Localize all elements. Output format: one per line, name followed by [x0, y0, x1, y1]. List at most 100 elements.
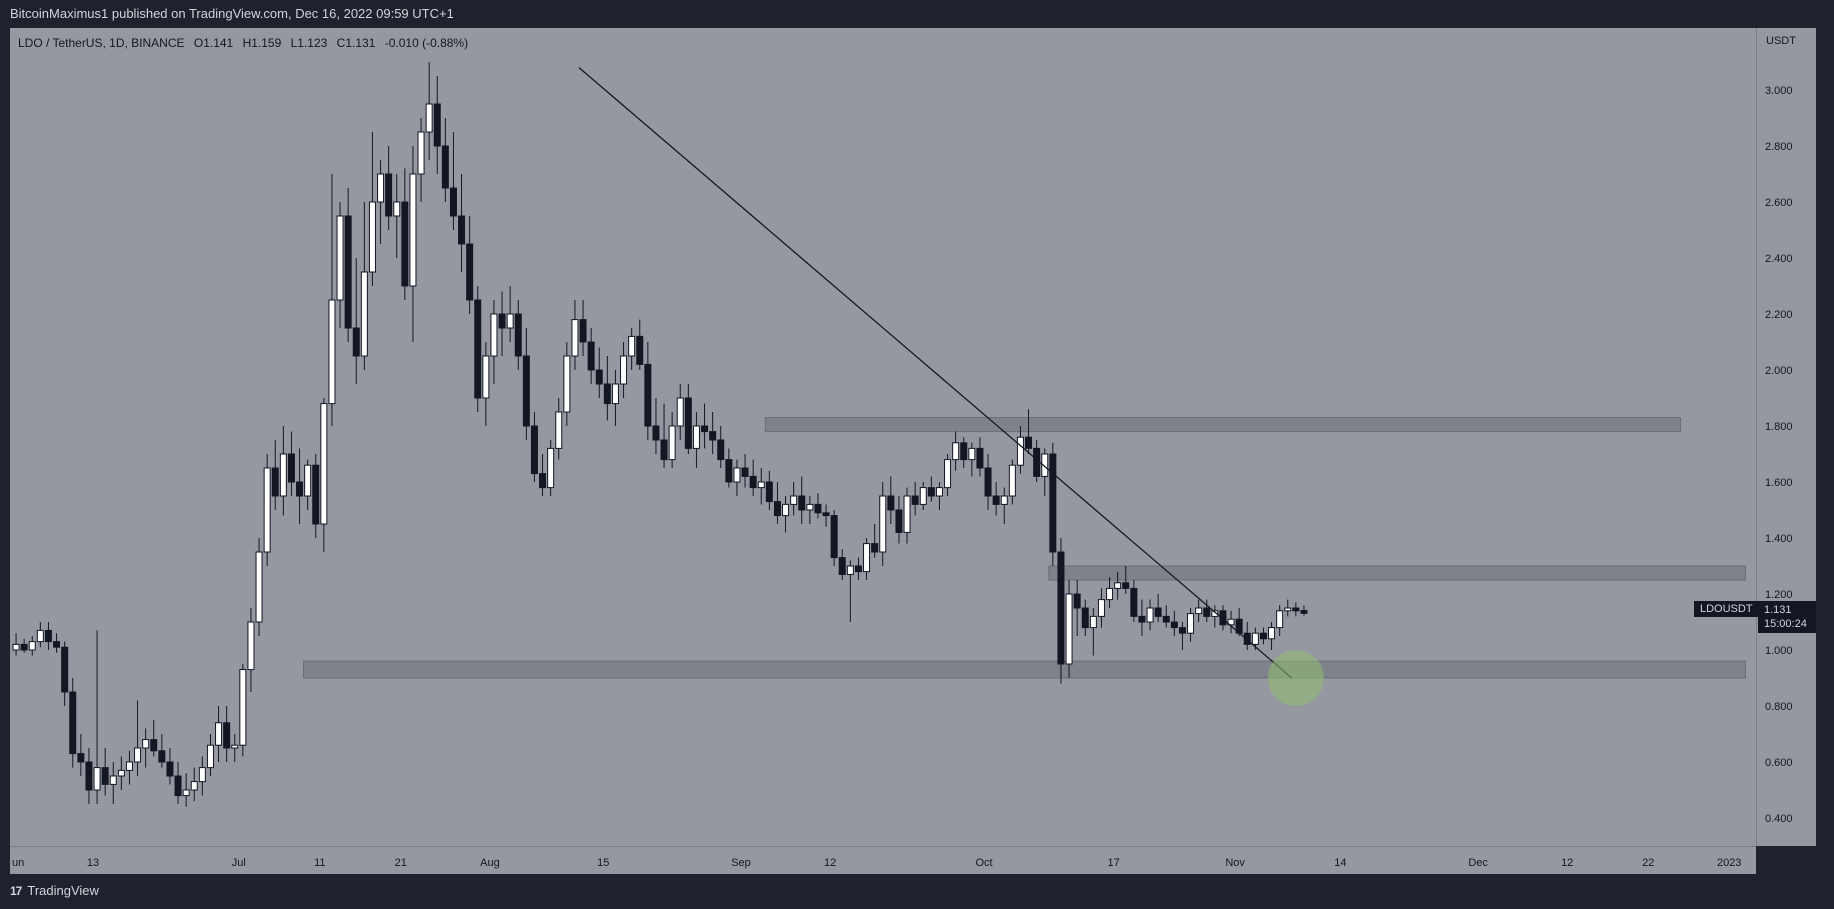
price-axis[interactable]: 3.000 2.800 2.600 2.400 2.200 2.000 1.800 1.600… — [1756, 28, 1816, 846]
x-tick-label-16: 2023 — [1717, 857, 1741, 869]
candle-51 — [425, 62, 433, 160]
tradingview-brand[interactable]: 17 TradingView — [10, 883, 99, 898]
candle-body — [1049, 453, 1057, 553]
candle-body — [1195, 607, 1203, 615]
y-tick-label-7: 1.600 — [1765, 477, 1793, 489]
candle-101 — [830, 510, 838, 566]
candle-body — [304, 464, 312, 497]
candle-83 — [684, 384, 692, 454]
candle-body — [352, 327, 360, 357]
candle-152 — [1243, 622, 1251, 650]
candle-body — [863, 543, 871, 573]
y-tick-label-1: 2.800 — [1765, 141, 1793, 153]
candle-body — [1170, 621, 1178, 629]
candle-body — [620, 355, 628, 385]
open-value: 1.141 — [203, 36, 234, 50]
candle-99 — [814, 493, 822, 519]
y-tick-label-9: 1.200 — [1765, 589, 1793, 601]
candle-body — [1000, 495, 1008, 505]
candle-42 — [352, 258, 360, 384]
candle-95 — [782, 496, 790, 533]
candle-body — [433, 103, 441, 147]
candle-body — [344, 215, 352, 329]
candle-123 — [1008, 459, 1016, 505]
x-tick-label-13: Dec — [1468, 857, 1488, 869]
candle-23 — [198, 756, 206, 796]
candle-35 — [296, 448, 304, 524]
chart-plot-area[interactable] — [10, 28, 1756, 846]
candle-52 — [433, 76, 441, 174]
candle-body — [960, 442, 968, 461]
candle-53 — [441, 118, 449, 202]
candle-body — [28, 641, 36, 651]
candle-32 — [271, 440, 279, 510]
candle-107 — [879, 482, 887, 566]
candle-74 — [611, 370, 619, 426]
candle-body — [117, 769, 125, 777]
candle-body — [636, 335, 644, 365]
candle-149 — [1219, 605, 1227, 631]
candlestick-chart[interactable] — [10, 28, 1756, 846]
candle-body — [190, 781, 198, 791]
candle-20 — [174, 762, 182, 804]
candle-122 — [1000, 487, 1008, 524]
candle-body — [506, 313, 514, 329]
left-border — [0, 28, 10, 874]
candle-body — [247, 621, 255, 671]
candle-body — [539, 473, 547, 489]
candle-body — [854, 565, 862, 573]
candle-body — [93, 767, 101, 791]
candle-138 — [1130, 580, 1138, 622]
candle-48 — [401, 168, 409, 300]
candle-141 — [1154, 594, 1162, 622]
candle-109 — [895, 496, 903, 544]
x-tick-label-2: Jul — [232, 857, 246, 869]
candle-body — [652, 425, 660, 441]
candle-body — [628, 335, 636, 357]
time-axis[interactable]: un 13 Jul 11 21 Aug 15 Sep 12 Oct 17 Nov 14 Dec 12 22 20… — [10, 846, 1756, 874]
candle-body — [458, 215, 466, 245]
x-tick-label-0: un — [12, 857, 24, 869]
candle-body — [611, 383, 619, 405]
candle-body — [733, 467, 741, 483]
candle-5 — [53, 633, 61, 653]
candle-body — [587, 341, 595, 371]
candle-108 — [887, 476, 895, 524]
candle-90 — [741, 454, 749, 488]
candle-body — [449, 187, 457, 217]
y-tick-label-6: 1.800 — [1765, 421, 1793, 433]
support-bounce-highlight — [1267, 650, 1324, 706]
candle-body — [676, 397, 684, 427]
candle-6 — [61, 641, 69, 706]
candle-body — [968, 447, 976, 461]
candle-body — [12, 643, 20, 651]
candle-body — [514, 313, 522, 357]
candle-body — [417, 131, 425, 175]
candle-68 — [563, 342, 571, 426]
x-tick-label-4: 21 — [395, 857, 407, 869]
candle-75 — [620, 342, 628, 398]
candle-body — [1251, 632, 1259, 645]
candle-150 — [1227, 610, 1235, 634]
candle-body — [1097, 599, 1105, 617]
candle-40 — [336, 202, 344, 328]
candle-12 — [109, 762, 117, 804]
candle-144 — [1178, 622, 1186, 650]
candle-27 — [231, 734, 239, 762]
candle-69 — [571, 300, 579, 370]
y-tick-label-10: 1.000 — [1765, 645, 1793, 657]
x-tick-label-15: 22 — [1642, 857, 1654, 869]
price-axis-labels: 3.000 2.800 2.600 2.400 2.200 2.000 1.800 1.600… — [1765, 85, 1793, 825]
x-tick-label-7: Sep — [731, 857, 751, 869]
candle-137 — [1122, 566, 1130, 594]
candle-body — [1300, 610, 1308, 614]
candle-body — [984, 467, 992, 497]
candle-body — [1033, 447, 1041, 477]
candle-139 — [1138, 599, 1146, 636]
candle-131 — [1073, 580, 1081, 636]
candle-103 — [846, 560, 854, 622]
candle-105 — [863, 538, 871, 580]
candle-body — [1219, 610, 1227, 626]
change-value: -0.010 (-0.88%) — [384, 36, 469, 50]
candle-100 — [822, 504, 830, 527]
